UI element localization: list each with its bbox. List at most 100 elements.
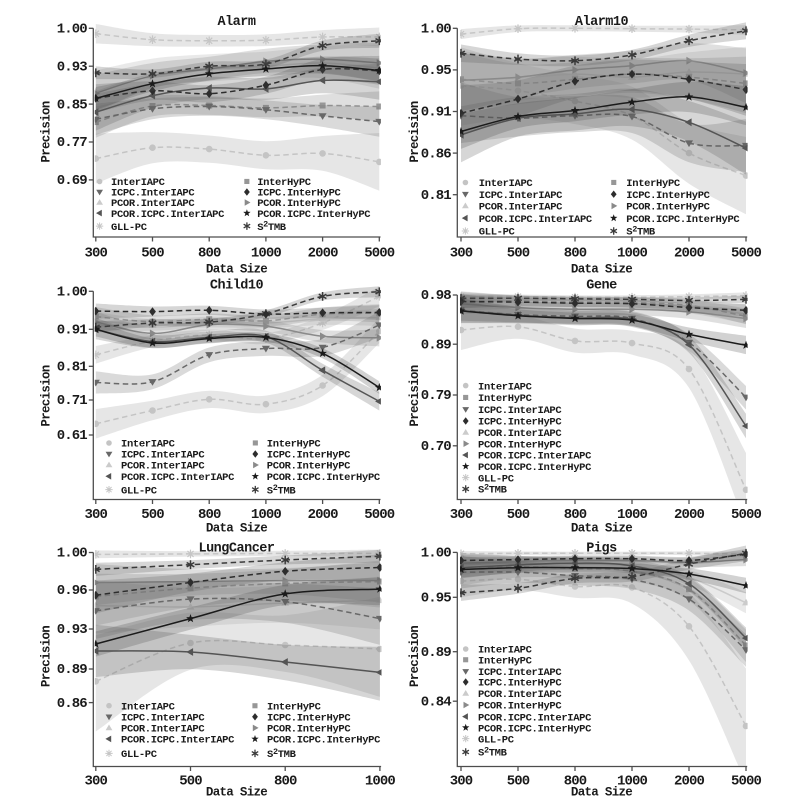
svg-text:ICPC.InterHyPC: ICPC.InterHyPC bbox=[626, 190, 710, 202]
svg-text:Data Size: Data Size bbox=[571, 522, 632, 536]
svg-text:ICPC.InterHyPC: ICPC.InterHyPC bbox=[478, 678, 562, 690]
svg-text:PCOR.InterHyPC: PCOR.InterHyPC bbox=[267, 461, 351, 473]
svg-text:2000: 2000 bbox=[674, 246, 705, 262]
svg-text:0.61: 0.61 bbox=[57, 428, 88, 444]
svg-text:2000: 2000 bbox=[308, 507, 339, 523]
svg-text:2000: 2000 bbox=[674, 507, 705, 523]
svg-text:0.86: 0.86 bbox=[57, 696, 88, 712]
svg-text:Pigs: Pigs bbox=[586, 542, 617, 557]
svg-text:800: 800 bbox=[274, 774, 297, 790]
svg-text:0.89: 0.89 bbox=[421, 337, 452, 353]
svg-text:GLL-PC: GLL-PC bbox=[121, 485, 158, 497]
svg-text:0.85: 0.85 bbox=[57, 97, 88, 113]
svg-text:ICPC.InterIAPC: ICPC.InterIAPC bbox=[478, 405, 562, 417]
svg-text:1.00: 1.00 bbox=[421, 546, 452, 562]
svg-text:5000: 5000 bbox=[731, 774, 762, 790]
svg-text:InterHyPC: InterHyPC bbox=[626, 178, 681, 190]
svg-text:300: 300 bbox=[450, 507, 473, 523]
svg-text:S2TMB: S2TMB bbox=[267, 747, 297, 761]
svg-text:S2TMB: S2TMB bbox=[626, 225, 656, 239]
svg-text:0.77: 0.77 bbox=[57, 135, 88, 151]
svg-text:800: 800 bbox=[564, 507, 587, 523]
svg-text:Precision: Precision bbox=[39, 626, 53, 687]
svg-text:0.81: 0.81 bbox=[421, 188, 452, 204]
svg-text:InterHyPC: InterHyPC bbox=[478, 393, 533, 405]
svg-text:PCOR.InterHyPC: PCOR.InterHyPC bbox=[478, 701, 562, 713]
svg-text:InterHyPC: InterHyPC bbox=[267, 439, 322, 451]
svg-text:Child10: Child10 bbox=[210, 279, 264, 294]
svg-text:0.91: 0.91 bbox=[421, 105, 452, 121]
svg-text:500: 500 bbox=[179, 774, 202, 790]
svg-text:InterHyPC: InterHyPC bbox=[257, 177, 312, 189]
svg-text:PCOR.InterIAPC: PCOR.InterIAPC bbox=[121, 724, 205, 736]
svg-text:InterHyPC: InterHyPC bbox=[478, 655, 533, 667]
svg-text:LungCancer: LungCancer bbox=[198, 542, 274, 557]
svg-text:0.71: 0.71 bbox=[57, 393, 88, 409]
svg-text:PCOR.InterHyPC: PCOR.InterHyPC bbox=[257, 198, 341, 210]
svg-text:S2TMB: S2TMB bbox=[478, 483, 508, 497]
svg-text:500: 500 bbox=[507, 774, 530, 790]
svg-text:0.93: 0.93 bbox=[57, 622, 88, 638]
svg-text:Precision: Precision bbox=[408, 101, 422, 162]
svg-text:1000: 1000 bbox=[617, 507, 648, 523]
svg-text:1000: 1000 bbox=[251, 507, 282, 523]
svg-text:ICPC.InterIAPC: ICPC.InterIAPC bbox=[479, 190, 563, 202]
svg-text:0.91: 0.91 bbox=[57, 323, 88, 339]
svg-text:PCOR.InterIAPC: PCOR.InterIAPC bbox=[478, 428, 562, 440]
svg-text:800: 800 bbox=[198, 507, 221, 523]
svg-text:Precision: Precision bbox=[408, 365, 422, 426]
svg-text:500: 500 bbox=[507, 507, 530, 523]
svg-text:S2TMB: S2TMB bbox=[257, 220, 287, 234]
svg-text:InterIAPC: InterIAPC bbox=[479, 178, 534, 190]
svg-text:Data Size: Data Size bbox=[206, 786, 267, 800]
svg-text:PCOR.ICPC.InterHyPC: PCOR.ICPC.InterHyPC bbox=[267, 472, 381, 484]
svg-text:500: 500 bbox=[141, 246, 164, 262]
svg-text:PCOR.InterHyPC: PCOR.InterHyPC bbox=[267, 724, 351, 736]
svg-text:Precision: Precision bbox=[39, 365, 53, 426]
svg-text:Alarm10: Alarm10 bbox=[575, 15, 629, 30]
svg-text:0.89: 0.89 bbox=[57, 662, 88, 678]
svg-text:0.86: 0.86 bbox=[421, 146, 452, 162]
svg-text:0.84: 0.84 bbox=[421, 694, 452, 710]
svg-text:PCOR.ICPC.InterIAPC: PCOR.ICPC.InterIAPC bbox=[111, 209, 225, 221]
svg-text:ICPC.InterIAPC: ICPC.InterIAPC bbox=[121, 450, 205, 462]
svg-text:300: 300 bbox=[85, 507, 108, 523]
svg-text:PCOR.InterIAPC: PCOR.InterIAPC bbox=[111, 198, 195, 210]
svg-text:PCOR.ICPC.InterHyPC: PCOR.ICPC.InterHyPC bbox=[478, 723, 592, 735]
svg-text:GLL-PC: GLL-PC bbox=[478, 734, 515, 746]
svg-text:PCOR.ICPC.InterHyPC: PCOR.ICPC.InterHyPC bbox=[257, 209, 371, 221]
svg-text:Gene: Gene bbox=[586, 279, 617, 294]
svg-text:0.81: 0.81 bbox=[57, 360, 88, 376]
svg-text:Precision: Precision bbox=[39, 101, 53, 162]
svg-text:PCOR.InterIAPC: PCOR.InterIAPC bbox=[478, 689, 562, 701]
svg-text:0.79: 0.79 bbox=[421, 388, 452, 404]
svg-text:GLL-PC: GLL-PC bbox=[121, 749, 158, 761]
svg-text:S2TMB: S2TMB bbox=[267, 483, 297, 497]
svg-text:5000: 5000 bbox=[364, 507, 395, 523]
svg-text:PCOR.ICPC.InterHyPC: PCOR.ICPC.InterHyPC bbox=[478, 462, 592, 474]
svg-text:Data Size: Data Size bbox=[206, 263, 267, 277]
svg-text:PCOR.ICPC.InterHyPC: PCOR.ICPC.InterHyPC bbox=[626, 214, 740, 226]
svg-text:2000: 2000 bbox=[674, 774, 705, 790]
svg-text:2000: 2000 bbox=[308, 246, 339, 262]
svg-text:Data Size: Data Size bbox=[206, 522, 267, 536]
svg-text:5000: 5000 bbox=[731, 246, 762, 262]
svg-text:ICPC.InterIAPC: ICPC.InterIAPC bbox=[121, 713, 205, 725]
svg-text:0.96: 0.96 bbox=[57, 583, 88, 599]
svg-text:InterIAPC: InterIAPC bbox=[478, 645, 533, 657]
svg-text:800: 800 bbox=[564, 774, 587, 790]
svg-text:300: 300 bbox=[450, 246, 473, 262]
svg-text:5000: 5000 bbox=[731, 507, 762, 523]
svg-text:1000: 1000 bbox=[251, 246, 282, 262]
svg-text:0.98: 0.98 bbox=[421, 288, 452, 304]
svg-text:300: 300 bbox=[85, 246, 108, 262]
svg-text:0.89: 0.89 bbox=[421, 645, 452, 661]
svg-text:InterIAPC: InterIAPC bbox=[121, 701, 176, 713]
svg-text:ICPC.InterIAPC: ICPC.InterIAPC bbox=[478, 667, 562, 679]
svg-text:PCOR.InterIAPC: PCOR.InterIAPC bbox=[121, 461, 205, 473]
svg-text:1000: 1000 bbox=[617, 774, 648, 790]
svg-text:PCOR.ICPC.InterIAPC: PCOR.ICPC.InterIAPC bbox=[478, 451, 592, 463]
svg-text:0.70: 0.70 bbox=[421, 439, 452, 455]
svg-text:PCOR.InterIAPC: PCOR.InterIAPC bbox=[479, 202, 563, 214]
svg-text:0.69: 0.69 bbox=[57, 173, 88, 189]
